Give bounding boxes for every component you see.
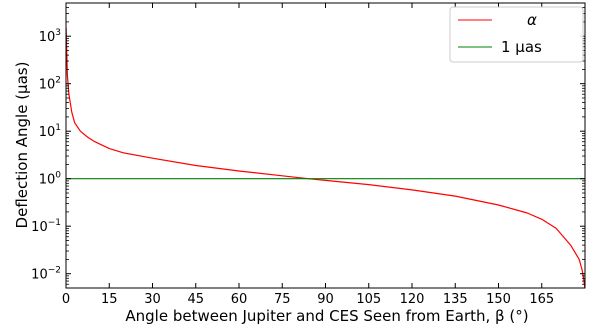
x-axis-label: Angle between Jupiter and CES Seen from … bbox=[125, 307, 528, 325]
x-tick-label: 120 bbox=[400, 292, 425, 307]
x-tick-label: 90 bbox=[317, 292, 334, 307]
legend: α 1 μas bbox=[449, 6, 584, 63]
y-tick-label: 10−1 bbox=[31, 218, 61, 235]
y-axis-label: Deflection Angle (μas) bbox=[13, 62, 31, 229]
legend-label-1uas: 1 μas bbox=[501, 38, 542, 56]
x-tick-label: 105 bbox=[356, 292, 381, 307]
tick-layer: 0 15 30 45 60 75 90 105 120 135 150 165 103 102 101 100… bbox=[31, 3, 585, 307]
x-tick-label: 15 bbox=[101, 292, 118, 307]
legend-box bbox=[449, 6, 584, 63]
y-tick-label: 102 bbox=[39, 76, 61, 93]
x-tick-label: 135 bbox=[443, 292, 468, 307]
x-tick-label: 45 bbox=[187, 292, 204, 307]
y-tick-label: 10−2 bbox=[31, 266, 61, 283]
legend-label-alpha: α bbox=[527, 11, 537, 29]
x-tick-label: 165 bbox=[529, 292, 554, 307]
y-tick-label: 101 bbox=[39, 123, 61, 140]
x-tick-label: 150 bbox=[486, 292, 511, 307]
x-tick-label: 75 bbox=[274, 292, 291, 307]
series-layer bbox=[66, 27, 585, 288]
plot-frame bbox=[65, 2, 586, 289]
x-tick-label: 30 bbox=[144, 292, 161, 307]
y-tick-label: 103 bbox=[39, 28, 61, 45]
y-tick-label: 100 bbox=[39, 171, 62, 188]
x-tick-label: 0 bbox=[62, 292, 70, 307]
series-line-0 bbox=[66, 27, 585, 288]
x-tick-label: 60 bbox=[231, 292, 248, 307]
